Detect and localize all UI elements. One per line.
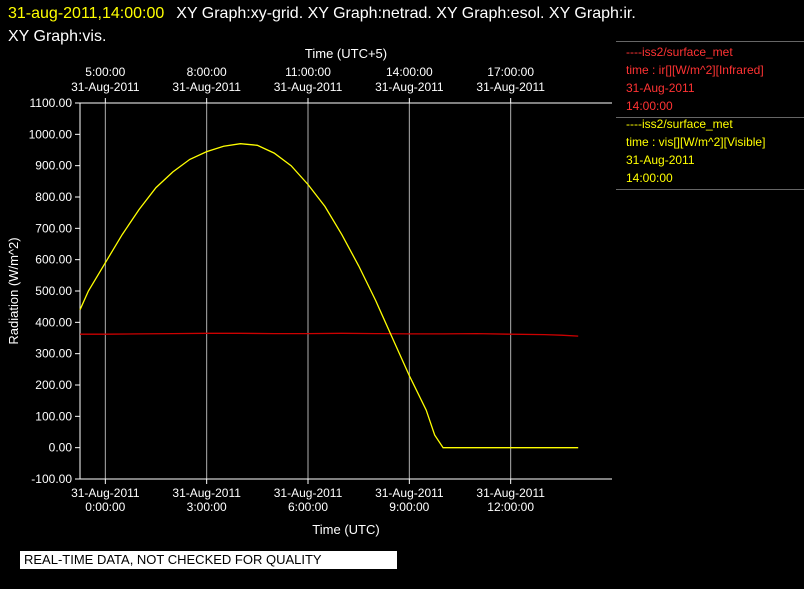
x2-tick-time: 14:00:00 (386, 65, 433, 79)
legend-ir: ----iss2/surface_met time : ir[][W/m^2][… (616, 41, 804, 118)
x2-tick-date: 31-Aug-2011 (476, 80, 545, 94)
legend-ir-time: 14:00:00 (626, 99, 673, 113)
header-line-2: XY Graph:vis. (8, 28, 107, 45)
legend-vis-field: time : vis[][W/m^2][Visible] (626, 135, 766, 149)
y-tick-label: 400.00 (35, 315, 72, 329)
x-tick-time: 0:00:00 (85, 500, 125, 514)
x-tick-time: 3:00:00 (187, 500, 227, 514)
y-tick-label: 0.00 (49, 441, 73, 455)
y-tick-label: 800.00 (35, 190, 72, 204)
x2-tick-date: 31-Aug-2011 (172, 80, 241, 94)
x2-tick-time: 11:00:00 (285, 65, 331, 79)
legend-vis-date: 31-Aug-2011 (626, 153, 695, 167)
y-tick-label: 600.00 (35, 253, 72, 267)
y-tick-label: 700.00 (35, 221, 72, 235)
x-tick-date: 31-Aug-2011 (476, 486, 545, 500)
y-tick-label: 100.00 (35, 409, 72, 423)
header-timestamp: 31-aug-2011,14:00:00 (8, 5, 165, 22)
x-tick-date: 31-Aug-2011 (71, 486, 140, 500)
y-tick-label: 1000.00 (29, 127, 73, 141)
x2-tick-time: 5:00:00 (85, 65, 125, 79)
legend-ir-field: time : ir[][W/m^2][Infrared] (626, 63, 764, 77)
x2-tick-time: 8:00:00 (187, 65, 227, 79)
legend-vis-time: 14:00:00 (626, 171, 673, 185)
quality-notice: REAL-TIME DATA, NOT CHECKED FOR QUALITY (20, 551, 397, 569)
x2-tick-date: 31-Aug-2011 (274, 80, 343, 94)
x-tick-date: 31-Aug-2011 (274, 486, 343, 500)
x-tick-date: 31-Aug-2011 (172, 486, 241, 500)
x-tick-time: 9:00:00 (389, 500, 429, 514)
y-axis-title: Radiation (W/m^2) (6, 237, 21, 344)
legend-vis-source: ----iss2/surface_met (626, 117, 733, 131)
x2-tick-date: 31-Aug-2011 (375, 80, 444, 94)
y-tick-label: 300.00 (35, 347, 72, 361)
x-tick-date: 31-Aug-2011 (375, 486, 444, 500)
x-tick-time: 6:00:00 (288, 500, 328, 514)
y-tick-label: 500.00 (35, 284, 72, 298)
series-line-ir (80, 332, 579, 337)
series-line-vis (79, 143, 579, 449)
x2-tick-date: 31-Aug-2011 (71, 80, 140, 94)
x2-tick-time: 17:00:00 (487, 65, 534, 79)
y-tick-label: 900.00 (35, 159, 72, 173)
legend-ir-source: ----iss2/surface_met (626, 45, 733, 59)
legend-vis: ----iss2/surface_met time : vis[][W/m^2]… (616, 114, 804, 190)
y-tick-label: -100.00 (31, 472, 72, 486)
x-axis-title: Time (UTC) (312, 522, 379, 537)
x-tick-time: 12:00:00 (487, 500, 534, 514)
header-graphs: XY Graph:xy-grid. XY Graph:netrad. XY Gr… (176, 5, 636, 22)
header-line-1: 31-aug-2011,14:00:00 XY Graph:xy-grid. XY… (8, 4, 636, 24)
y-tick-label: 200.00 (35, 378, 72, 392)
legend-ir-date: 31-Aug-2011 (626, 81, 695, 95)
x2-axis-title: Time (UTC+5) (305, 46, 387, 61)
y-tick-label: 1100.00 (30, 96, 73, 110)
